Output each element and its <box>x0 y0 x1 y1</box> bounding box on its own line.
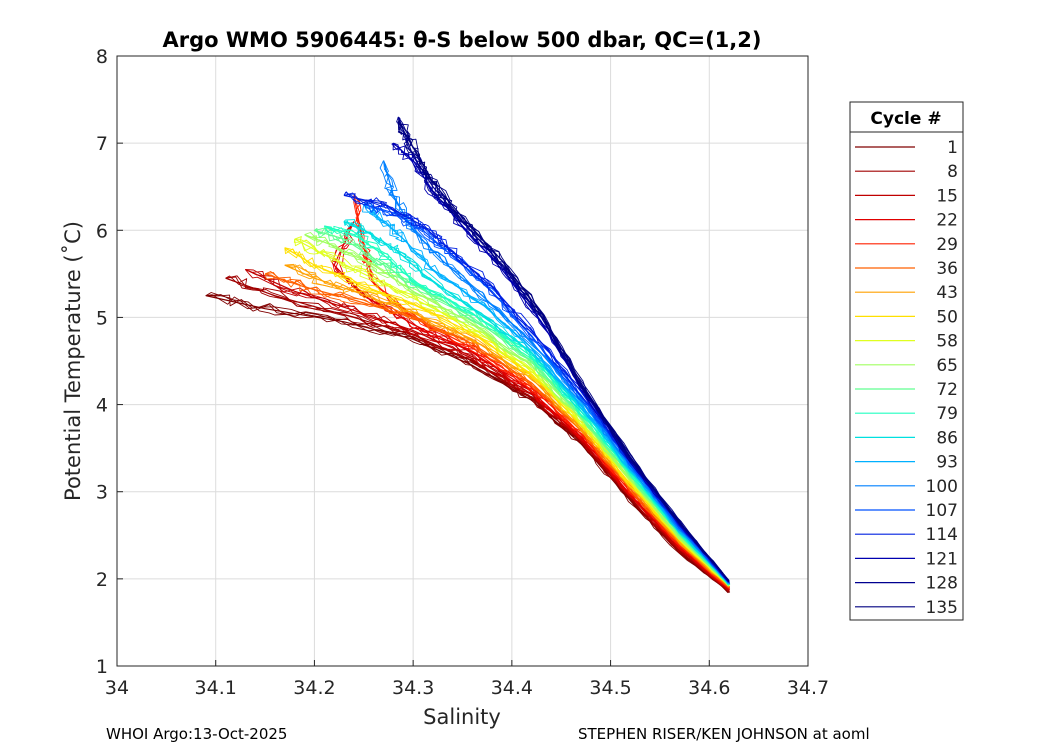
profile-traces <box>205 116 731 594</box>
legend-label-8: 8 <box>947 162 958 182</box>
legend-label-72: 72 <box>936 380 958 400</box>
y-tick-label: 5 <box>96 307 108 329</box>
y-tick-label: 2 <box>96 569 108 591</box>
chart-title: Argo WMO 5906445: θ-S below 500 dbar, QC… <box>163 28 762 52</box>
legend: Cycle # 1 8 15 22 29 36 43 50 58 65 72 79 86 93 100 107… <box>849 101 964 621</box>
cycle-trace-detail <box>245 269 729 592</box>
legend-label-15: 15 <box>936 186 958 206</box>
y-tick-label: 6 <box>96 220 108 242</box>
legend-title: Cycle # <box>870 109 941 129</box>
x-tick-label: 34.7 <box>787 677 829 699</box>
x-tick-label: 34.3 <box>392 677 434 699</box>
legend-label-79: 79 <box>936 404 958 424</box>
legend-entries: 1 8 15 22 29 36 43 50 58 65 72 79 86 93 100 107 114 121 12… <box>855 138 958 618</box>
cycle-trace-detail <box>363 203 729 582</box>
cycle-trace-detail <box>343 221 730 585</box>
x-tick-label: 34.1 <box>195 677 237 699</box>
legend-label-114: 114 <box>926 525 958 545</box>
y-tick-label: 7 <box>96 133 108 155</box>
y-tick-label: 4 <box>96 395 108 417</box>
footer-date: WHOI Argo:13-Oct-2025 <box>106 725 288 743</box>
x-axis-label: Salinity <box>423 705 501 729</box>
legend-label-86: 86 <box>936 428 958 448</box>
x-tick-label: 34.2 <box>293 677 335 699</box>
y-tick-label: 3 <box>96 482 108 504</box>
x-axis-ticks: 34 34.1 34.2 34.3 34.4 34.5 34.6 34.7 <box>105 660 829 699</box>
y-tick-label: 1 <box>96 656 108 678</box>
legend-label-135: 135 <box>926 598 958 618</box>
legend-label-43: 43 <box>936 283 958 303</box>
legend-label-100: 100 <box>926 477 958 497</box>
footer-credit: STEPHEN RISER/KEN JOHNSON at aoml <box>578 725 870 743</box>
cycle-trace-detail <box>397 121 730 582</box>
y-axis-ticks: 1 2 3 4 5 6 7 8 <box>96 46 123 678</box>
y-tick-label: 8 <box>96 46 108 68</box>
legend-label-121: 121 <box>926 549 958 569</box>
x-tick-label: 34.5 <box>589 677 631 699</box>
legend-label-107: 107 <box>926 501 958 521</box>
legend-label-36: 36 <box>936 259 958 279</box>
cycle-trace-detail <box>205 294 730 594</box>
legend-label-22: 22 <box>936 211 958 231</box>
cycle-trace-detail <box>333 221 729 589</box>
legend-label-65: 65 <box>936 356 958 376</box>
legend-label-58: 58 <box>936 332 958 352</box>
cycle-trace-detail <box>397 121 729 581</box>
x-tick-label: 34.6 <box>688 677 730 699</box>
legend-label-50: 50 <box>936 307 958 327</box>
cycle-trace-detail <box>314 227 730 585</box>
cycle-trace-detail <box>284 264 729 587</box>
legend-label-1: 1 <box>947 138 958 158</box>
cycle-trace-detail <box>284 247 730 586</box>
y-axis-label: Potential Temperature (˚C) <box>61 221 85 501</box>
legend-label-93: 93 <box>936 453 958 473</box>
cycle-trace-detail <box>304 234 729 586</box>
x-tick-label: 34 <box>105 677 129 699</box>
plot-frame <box>116 55 809 667</box>
x-tick-label: 34.4 <box>491 677 533 699</box>
legend-label-29: 29 <box>936 235 958 255</box>
legend-label-128: 128 <box>926 574 958 594</box>
